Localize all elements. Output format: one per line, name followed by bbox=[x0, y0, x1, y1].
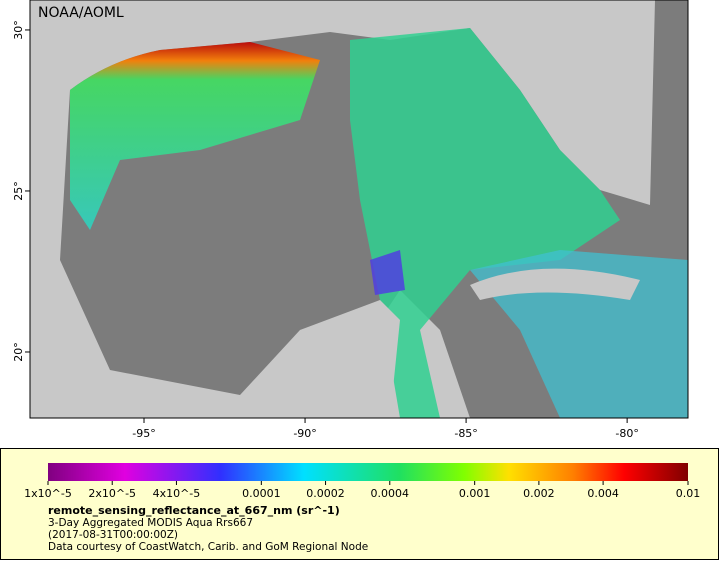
y-tick-label: 20° bbox=[12, 342, 25, 362]
colorbar-tick-label: 1x10^-5 bbox=[24, 487, 72, 500]
colorbar-tick-label: 2x10^-5 bbox=[88, 487, 136, 500]
caption-line: 3-Day Aggregated MODIS Aqua Rrs667 bbox=[48, 517, 253, 529]
map-frame bbox=[29, 0, 689, 419]
yucatan bbox=[290, 300, 400, 418]
y-tick-label: 30° bbox=[12, 20, 25, 39]
x-tick-label: -95° bbox=[132, 427, 155, 440]
caption-line: (2017-08-31T00:00:00Z) bbox=[48, 529, 178, 541]
colorbar-tick-label: 0.004 bbox=[587, 487, 619, 500]
reflectance-yucatan bbox=[370, 250, 405, 295]
x-tick-label: -90° bbox=[293, 427, 316, 440]
colorbar-tick-label: 0.001 bbox=[459, 487, 491, 500]
colorbar-tick-label: 0.0004 bbox=[371, 487, 410, 500]
cuba bbox=[470, 268, 640, 300]
colorbar-tick-label: 0.002 bbox=[523, 487, 555, 500]
credit: NOAA/AOML bbox=[38, 5, 124, 21]
map: NOAA/AOML bbox=[29, 0, 689, 419]
reflectance-east bbox=[350, 28, 620, 418]
colorbar bbox=[48, 463, 688, 481]
colorbar-tick-label: 0.01 bbox=[676, 487, 701, 500]
colorbar-tick-label: 0.0002 bbox=[306, 487, 345, 500]
x-tick-label: -85° bbox=[454, 427, 477, 440]
variable-name: remote_sensing_reflectance_at_667_nm (sr… bbox=[48, 504, 340, 517]
reflectance-north bbox=[70, 42, 320, 230]
colorbar-tick-label: 0.0001 bbox=[242, 487, 281, 500]
y-tick-label: 25° bbox=[12, 181, 25, 201]
colorbar-tick-label: 4x10^-5 bbox=[153, 487, 201, 500]
x-tick-label: -80° bbox=[615, 427, 638, 440]
florida bbox=[580, 0, 650, 200]
caption-line: Data courtesy of CoastWatch, Carib. and … bbox=[48, 541, 368, 553]
